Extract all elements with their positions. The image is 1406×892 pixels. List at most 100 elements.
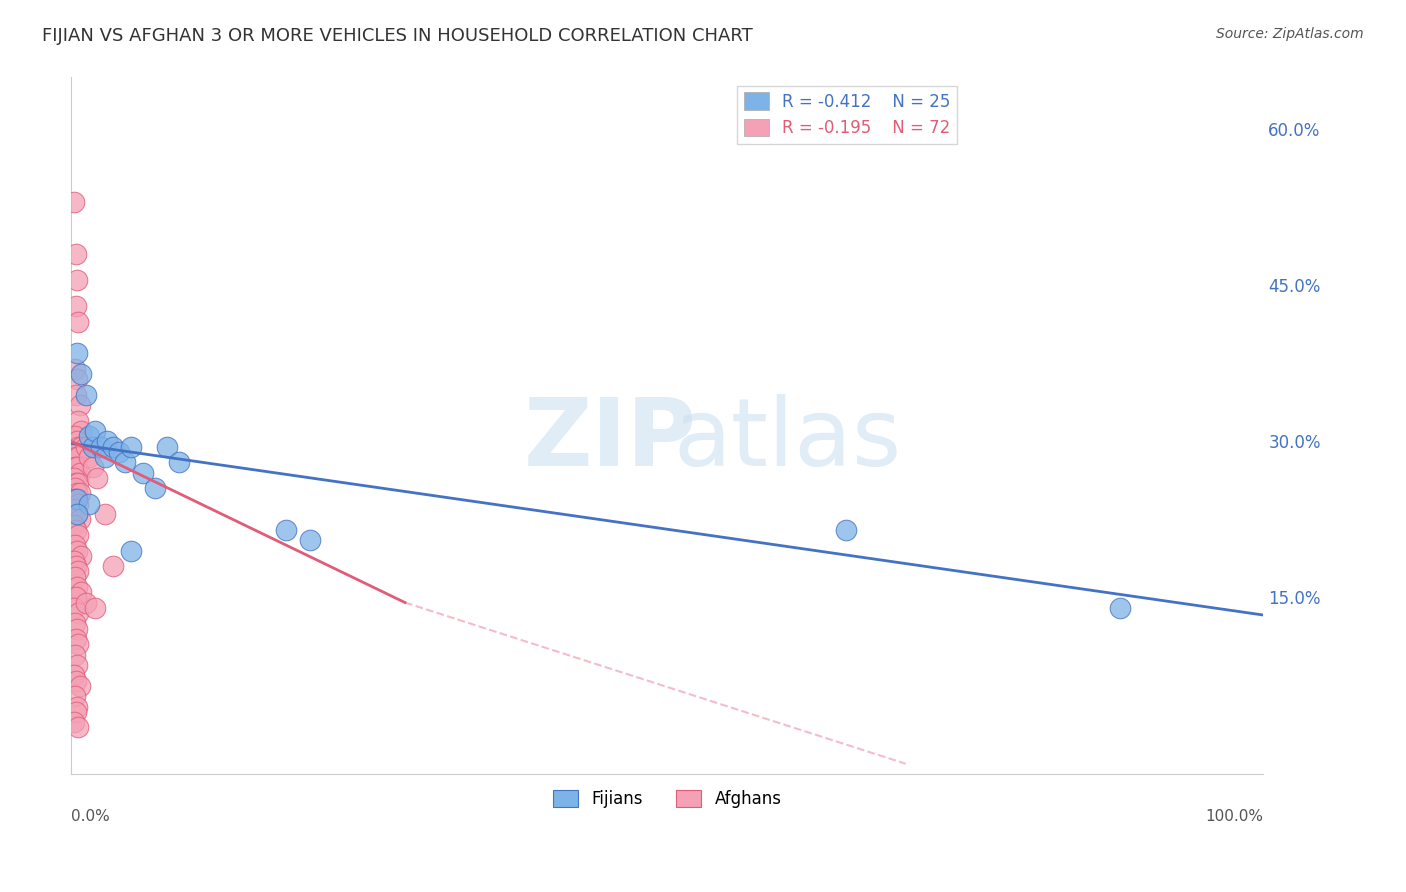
Point — [69, 424, 91, 438]
Text: FIJIAN VS AFGHAN 3 OR MORE VEHICLES IN HOUSEHOLD CORRELATION CHART: FIJIAN VS AFGHAN 3 OR MORE VEHICLES IN H… — [42, 27, 754, 45]
Point — [66, 460, 89, 475]
Point — [77, 429, 100, 443]
Point — [66, 346, 89, 360]
Point — [63, 481, 86, 495]
Point — [67, 475, 90, 490]
Point — [66, 273, 89, 287]
Point — [62, 600, 84, 615]
Point — [63, 502, 86, 516]
Point — [274, 523, 297, 537]
Text: atlas: atlas — [673, 393, 901, 486]
Point — [75, 596, 97, 610]
Point — [155, 440, 177, 454]
Point — [90, 440, 112, 454]
Point — [62, 517, 84, 532]
Point — [65, 632, 87, 646]
Point — [101, 559, 124, 574]
Point — [66, 699, 89, 714]
Point — [96, 434, 118, 449]
Point — [835, 523, 858, 537]
Point — [84, 424, 107, 438]
Point — [69, 512, 91, 526]
Point — [66, 657, 89, 672]
Point — [75, 440, 97, 454]
Point — [66, 580, 89, 594]
Point — [67, 565, 90, 579]
Point — [69, 466, 91, 480]
Point — [62, 554, 84, 568]
Point — [93, 450, 115, 464]
Point — [63, 361, 86, 376]
Text: 100.0%: 100.0% — [1205, 809, 1264, 824]
Point — [67, 528, 90, 542]
Point — [66, 434, 89, 449]
Point — [63, 569, 86, 583]
Point — [66, 507, 89, 521]
Point — [86, 471, 108, 485]
Point — [63, 460, 86, 475]
Text: 0.0%: 0.0% — [72, 809, 110, 824]
Point — [69, 440, 91, 454]
Point — [63, 538, 86, 552]
Legend: R = -0.412    N = 25, R = -0.195    N = 72: R = -0.412 N = 25, R = -0.195 N = 72 — [737, 86, 957, 144]
Point — [75, 387, 97, 401]
Text: ZIP: ZIP — [524, 393, 697, 486]
Point — [69, 398, 91, 412]
Point — [67, 450, 90, 464]
Point — [67, 606, 90, 620]
Point — [65, 673, 87, 688]
Point — [82, 440, 104, 454]
Point — [120, 543, 142, 558]
Point — [67, 315, 90, 329]
Point — [65, 475, 87, 490]
Point — [65, 705, 87, 719]
Point — [69, 549, 91, 563]
Point — [101, 440, 124, 454]
Point — [1109, 600, 1132, 615]
Point — [167, 455, 190, 469]
Point — [65, 387, 87, 401]
Point — [65, 559, 87, 574]
Point — [120, 440, 142, 454]
Point — [65, 247, 87, 261]
Point — [132, 466, 155, 480]
Point — [65, 299, 87, 313]
Point — [65, 591, 87, 605]
Point — [66, 622, 89, 636]
Point — [69, 486, 91, 500]
Point — [67, 497, 90, 511]
Point — [62, 195, 84, 210]
Point — [66, 372, 89, 386]
Point — [143, 481, 166, 495]
Point — [66, 507, 89, 521]
Point — [67, 720, 90, 734]
Point — [69, 367, 91, 381]
Point — [65, 523, 87, 537]
Point — [66, 543, 89, 558]
Point — [67, 440, 90, 454]
Point — [62, 668, 84, 682]
Point — [69, 585, 91, 599]
Point — [84, 600, 107, 615]
Point — [63, 616, 86, 631]
Point — [298, 533, 321, 548]
Point — [62, 715, 84, 730]
Point — [62, 491, 84, 506]
Point — [63, 429, 86, 443]
Point — [77, 450, 100, 464]
Point — [63, 648, 86, 662]
Point — [77, 497, 100, 511]
Point — [66, 491, 89, 506]
Point — [62, 471, 84, 485]
Point — [66, 486, 89, 500]
Point — [69, 679, 91, 693]
Point — [93, 507, 115, 521]
Point — [108, 444, 131, 458]
Point — [114, 455, 136, 469]
Point — [63, 689, 86, 703]
Point — [65, 491, 87, 506]
Point — [65, 450, 87, 464]
Point — [67, 637, 90, 651]
Point — [62, 444, 84, 458]
Point — [82, 460, 104, 475]
